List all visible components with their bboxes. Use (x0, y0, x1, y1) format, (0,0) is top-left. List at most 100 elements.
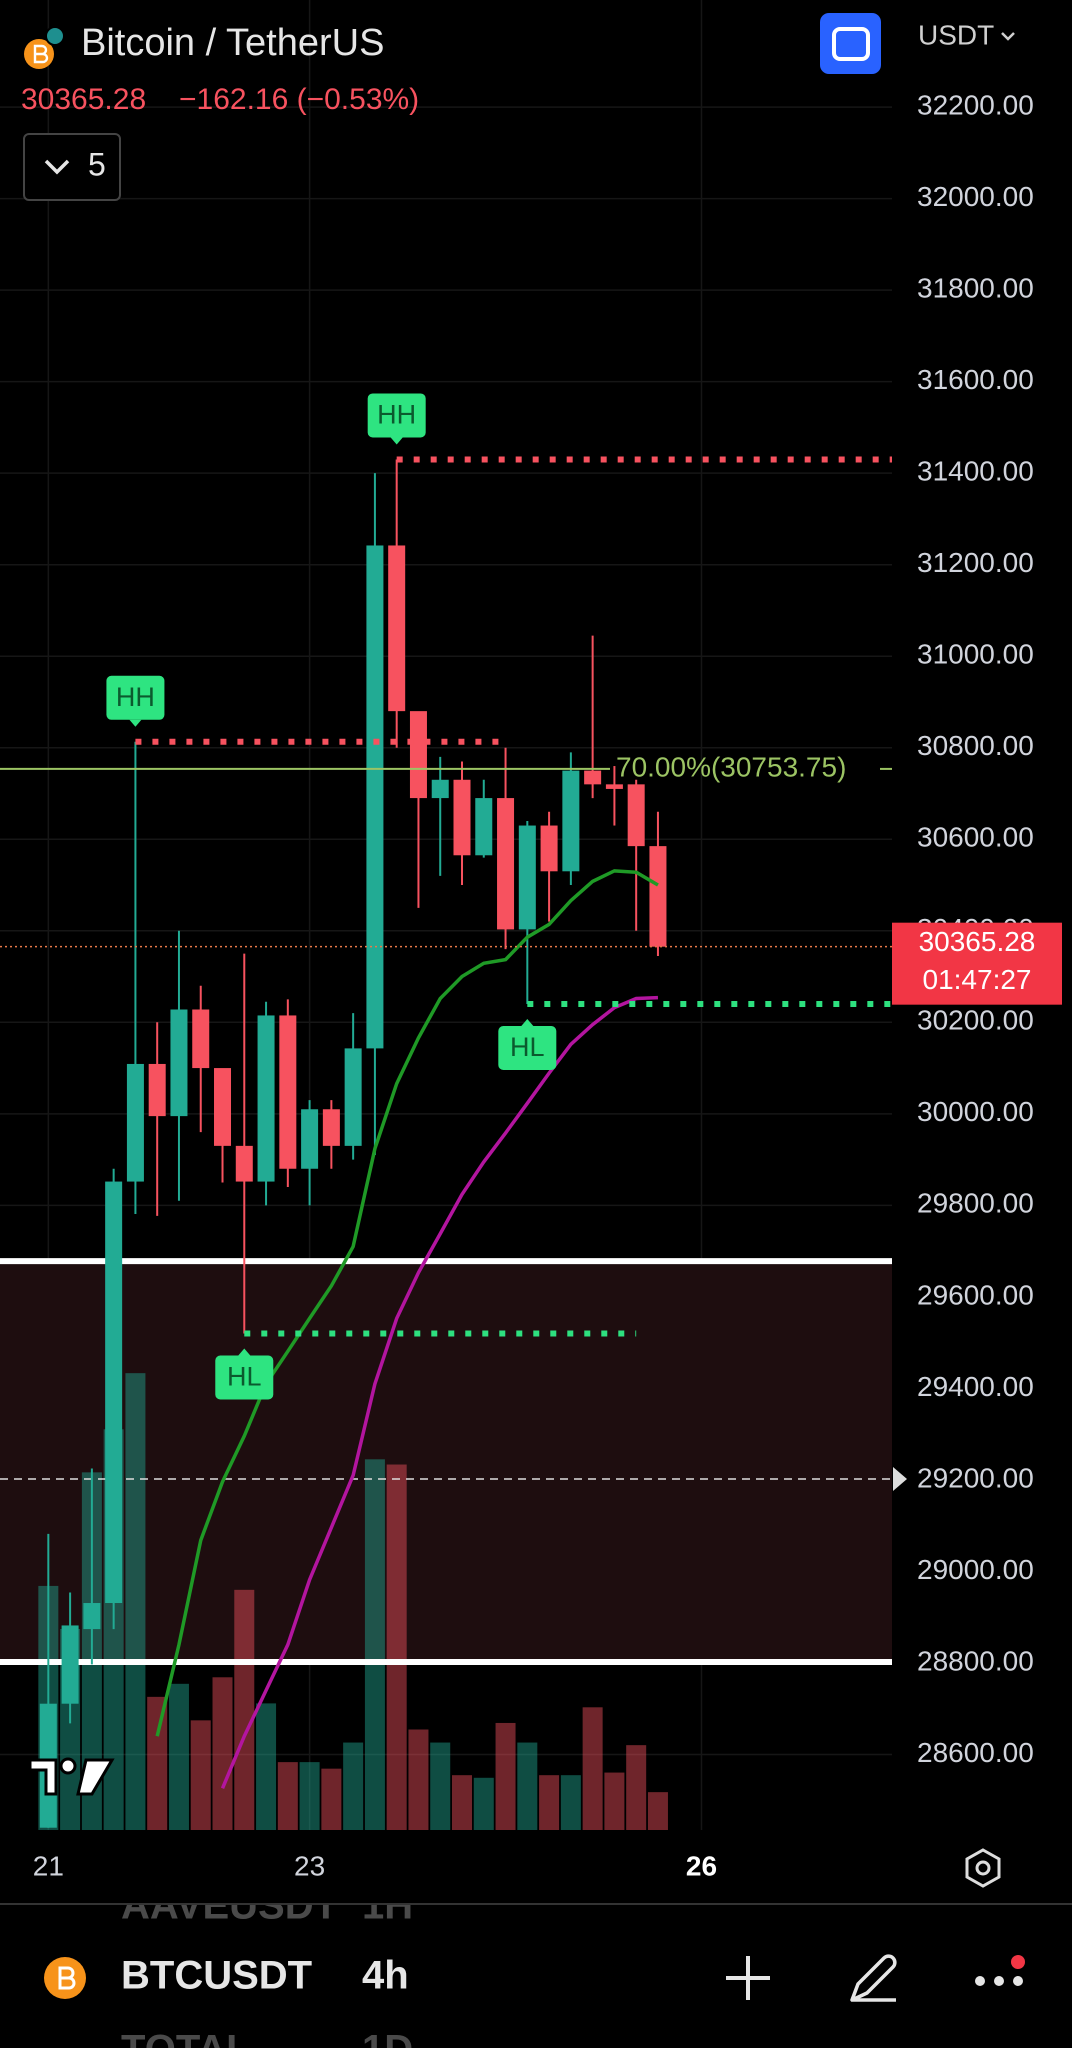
last-price-label: 30365.28 (919, 926, 1036, 957)
ghost-symbol[interactable]: AAVEUSDT (121, 1884, 338, 1928)
y-tick-label: 30600.00 (917, 822, 1034, 853)
moving-average (155, 869, 659, 1737)
volume-bar (147, 1696, 168, 1830)
candle-body (388, 545, 406, 712)
time-axis: 21 23 26 (33, 1850, 717, 1881)
settings-button[interactable] (965, 1848, 1001, 1888)
candle-body (235, 1145, 253, 1182)
y-tick-label: 28600.00 (917, 1737, 1034, 1768)
candle-body (605, 784, 623, 789)
candle-body (170, 1009, 188, 1117)
candle-body (344, 1048, 362, 1146)
y-tick-label: 30200.00 (917, 1005, 1034, 1036)
volume-bar (256, 1703, 277, 1830)
x-tick-label: 26 (686, 1850, 717, 1881)
volume-bar (386, 1464, 407, 1830)
candle-body (562, 770, 580, 872)
currency[interactable]: USDT (918, 19, 994, 50)
candle-body (61, 1625, 79, 1704)
candle-body (279, 1015, 297, 1169)
volume-bar (495, 1722, 516, 1830)
volume-bar (364, 1459, 385, 1830)
volume-bar (560, 1775, 581, 1830)
swing-pointer (521, 1019, 534, 1027)
price-axis: 28600.00 28800.00 29000.00 29200.00 29400.00… (892, 89, 1062, 1768)
ghost-symbol[interactable]: TOTAL (121, 2028, 251, 2048)
candle-body (627, 784, 645, 847)
chevron-icon (44, 159, 70, 175)
volume-bar (408, 1729, 429, 1830)
volume-bar (125, 1373, 146, 1830)
volume-bar (168, 1683, 189, 1830)
draw-button[interactable] (850, 1954, 897, 2002)
swing-badge (215, 1355, 274, 1400)
y-tick-label: 31800.00 (917, 273, 1034, 304)
ghost-interval: 1H (362, 1884, 413, 1928)
candle-body (105, 1181, 123, 1604)
swing-badge (367, 393, 426, 438)
btc-glyph (58, 1966, 76, 1990)
add-button[interactable] (726, 1956, 770, 2000)
indicator-count: 5 (88, 146, 106, 182)
candle-body (584, 770, 602, 785)
level-arrow (893, 1467, 907, 1492)
fib-label: 70.00%(30753.75) (616, 751, 846, 782)
candle-body (301, 1109, 319, 1169)
swing-pointer (390, 437, 403, 445)
tv-logo (28, 1757, 115, 1796)
candle-body (192, 1009, 210, 1069)
swing-badge (498, 1026, 557, 1071)
settings-icon (975, 1860, 991, 1876)
candle-body (518, 825, 536, 930)
price-change: −162.16 (−0.53%) (179, 83, 419, 116)
swing-label: HL (227, 1362, 262, 1392)
y-tick-label: 31400.00 (917, 456, 1034, 487)
y-tick-label: 29000.00 (917, 1554, 1034, 1585)
y-tick-label: 32200.00 (917, 89, 1034, 120)
y-tick-label: 30000.00 (917, 1096, 1034, 1127)
volume-bar (190, 1720, 211, 1830)
fullscreen-button[interactable] (820, 13, 881, 74)
btc-glyph (33, 44, 49, 64)
candle-body (649, 846, 667, 947)
y-tick-label: 28800.00 (917, 1645, 1034, 1676)
candle-body (453, 779, 471, 856)
y-tick-label: 31600.00 (917, 364, 1034, 395)
candle-body (409, 711, 427, 799)
tether-badge (45, 26, 65, 46)
swing-pointer (129, 719, 142, 727)
active-interval[interactable]: 4h (362, 1954, 409, 1998)
candle-body (148, 1063, 166, 1117)
swing-label: HH (377, 400, 416, 430)
x-tick-label: 21 (33, 1850, 64, 1881)
volume-bar (626, 1745, 647, 1830)
volume-bar (343, 1742, 364, 1830)
swing-badge (106, 675, 165, 720)
zone (0, 1261, 892, 1663)
last-price-box (892, 922, 1062, 1005)
volume-bar (517, 1742, 538, 1830)
indicators-toggle[interactable] (23, 133, 121, 201)
plot-area: HH HH HL HL 70.00%(30753.75) (0, 0, 892, 1830)
volume-bar (321, 1768, 342, 1830)
candle-body (540, 825, 558, 872)
volume-bar (452, 1775, 473, 1830)
active-symbol[interactable]: BTCUSDT (121, 1954, 312, 1998)
candle-body (497, 798, 515, 930)
fullscreen-icon (832, 27, 870, 61)
candle-body (431, 779, 449, 799)
y-tick-label: 30800.00 (917, 730, 1034, 761)
volume-bar (212, 1677, 233, 1830)
x-tick-label: 23 (294, 1850, 325, 1881)
last-price: 30365.28 (21, 83, 146, 116)
countdown: 01:47:27 (923, 964, 1032, 995)
moving-average (220, 995, 659, 1790)
volume-bar (647, 1792, 668, 1830)
volume-bar (473, 1777, 494, 1830)
watchlist: AAVEUSDT 1H TOTAL 1D (121, 1884, 413, 2048)
more-button[interactable] (975, 1955, 1025, 1986)
volume-bar (430, 1742, 451, 1830)
volume-bar (582, 1707, 603, 1830)
